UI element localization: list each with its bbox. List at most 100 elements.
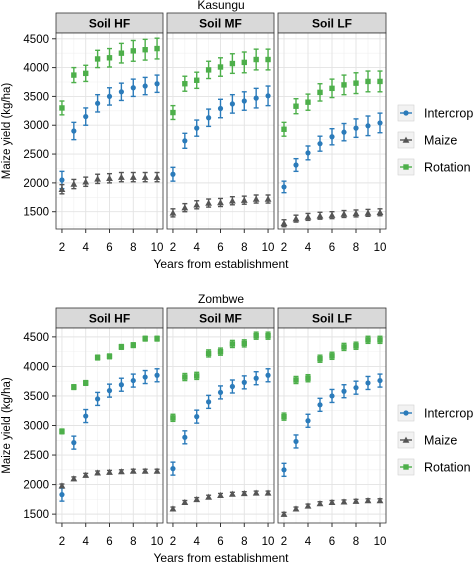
x-tick-label: 6	[217, 242, 223, 254]
data-point	[280, 510, 288, 517]
data-point	[169, 209, 177, 216]
data-point	[106, 468, 113, 475]
y-tick-label: 2000	[23, 480, 49, 492]
data-point	[154, 45, 160, 52]
data-point	[142, 335, 148, 342]
y-tick-label: 4000	[23, 361, 49, 373]
x-tick-label: 2	[170, 242, 176, 254]
data-point	[182, 434, 188, 440]
data-point	[241, 98, 247, 104]
data-point	[253, 375, 259, 381]
data-point	[71, 128, 77, 134]
data-point	[317, 356, 323, 362]
legend-key-marker	[402, 436, 410, 443]
data-point	[59, 105, 65, 111]
series-intercrop	[170, 85, 271, 182]
data-point	[71, 384, 77, 390]
facet-panel-soil-lf: Soil LF 2 4 6 8 10	[277, 307, 387, 548]
data-point	[240, 490, 248, 497]
data-point	[241, 59, 247, 66]
data-point	[377, 78, 383, 85]
data-point	[130, 85, 136, 91]
legend-item-maize: Maize	[397, 131, 457, 149]
data-point	[341, 388, 347, 394]
data-point	[265, 93, 271, 99]
y-tick-label: 2500	[23, 149, 49, 161]
facet-label: Soil MF	[199, 312, 242, 326]
data-point	[265, 372, 271, 378]
x-tick-label: 10	[262, 536, 275, 548]
legend-key-marker	[403, 464, 409, 470]
plots-layer: Kasungu Maize yield (kg/ha) Years from est…	[1, 0, 387, 565]
data-point	[193, 495, 201, 503]
x-tick-label: 8	[353, 242, 359, 254]
data-point	[194, 414, 200, 420]
legend-item-maize: Maize	[397, 431, 457, 449]
data-point	[194, 77, 200, 83]
data-point	[305, 375, 311, 381]
data-point	[340, 498, 348, 505]
data-point	[217, 64, 224, 70]
data-point	[154, 372, 160, 378]
data-point	[59, 492, 65, 498]
chart-block-zombwe: Zombwe Maize yield (kg/ha) Years from esta…	[1, 292, 387, 565]
facet-label: Soil LF	[312, 312, 352, 326]
data-point	[95, 100, 101, 106]
data-point	[94, 56, 101, 62]
x-tick-label: 8	[241, 536, 247, 548]
x-tick-label: 10	[262, 242, 275, 254]
legend-label: Maize	[424, 434, 457, 448]
data-point	[154, 81, 160, 87]
data-point	[264, 489, 272, 496]
chart-title: Zombwe	[198, 292, 244, 306]
data-point	[293, 162, 299, 168]
data-point	[317, 141, 323, 147]
data-point	[353, 343, 359, 349]
data-point	[106, 353, 113, 360]
data-point	[352, 210, 360, 217]
data-point	[170, 171, 176, 177]
series-rotation	[170, 331, 271, 423]
data-point	[117, 173, 125, 180]
series-maize	[280, 208, 384, 228]
legend-item-intercrop: Intercrop	[397, 404, 473, 422]
series-maize	[169, 489, 272, 512]
data-point	[293, 377, 299, 383]
facet-label: Soil MF	[199, 17, 242, 31]
legend-label: Intercrop	[424, 107, 473, 121]
y-tick-label: 2000	[23, 178, 49, 190]
x-tick-label: 10	[151, 536, 164, 548]
x-tick-label: 8	[130, 242, 136, 254]
series-intercrop	[59, 368, 160, 502]
facet-panel-soil-hf: Soil HF 2 4 6 8 10	[55, 12, 163, 254]
y-tick-label: 3500	[23, 91, 49, 103]
data-point	[229, 60, 236, 67]
data-point	[305, 99, 311, 105]
legend-label: Maize	[424, 134, 457, 148]
legend-key-marker	[402, 136, 410, 143]
data-point	[205, 199, 213, 206]
data-point	[241, 379, 247, 385]
legend-label: Intercrop	[424, 407, 473, 421]
facet-label: Soil HF	[89, 17, 130, 31]
legend-bottom: Intercrop Maize Rotation	[397, 404, 473, 476]
data-point	[305, 150, 311, 156]
legend-label: Rotation	[424, 461, 471, 475]
data-point	[329, 85, 335, 92]
legend-label: Rotation	[424, 161, 471, 175]
legend-key-marker	[403, 410, 409, 416]
data-point	[252, 195, 260, 202]
x-tick-label: 4	[305, 242, 312, 254]
data-point	[365, 337, 371, 343]
x-tick-label: 6	[217, 536, 223, 548]
facet-panel-soil-hf: Soil HF 2 4 6 8 10	[55, 307, 164, 548]
data-point	[118, 50, 125, 56]
data-point	[193, 201, 201, 208]
data-point	[94, 175, 102, 182]
data-point	[118, 344, 125, 350]
data-point	[317, 89, 323, 96]
data-point	[70, 475, 78, 482]
data-point	[304, 502, 312, 509]
data-point	[329, 353, 335, 359]
data-point	[352, 497, 360, 504]
